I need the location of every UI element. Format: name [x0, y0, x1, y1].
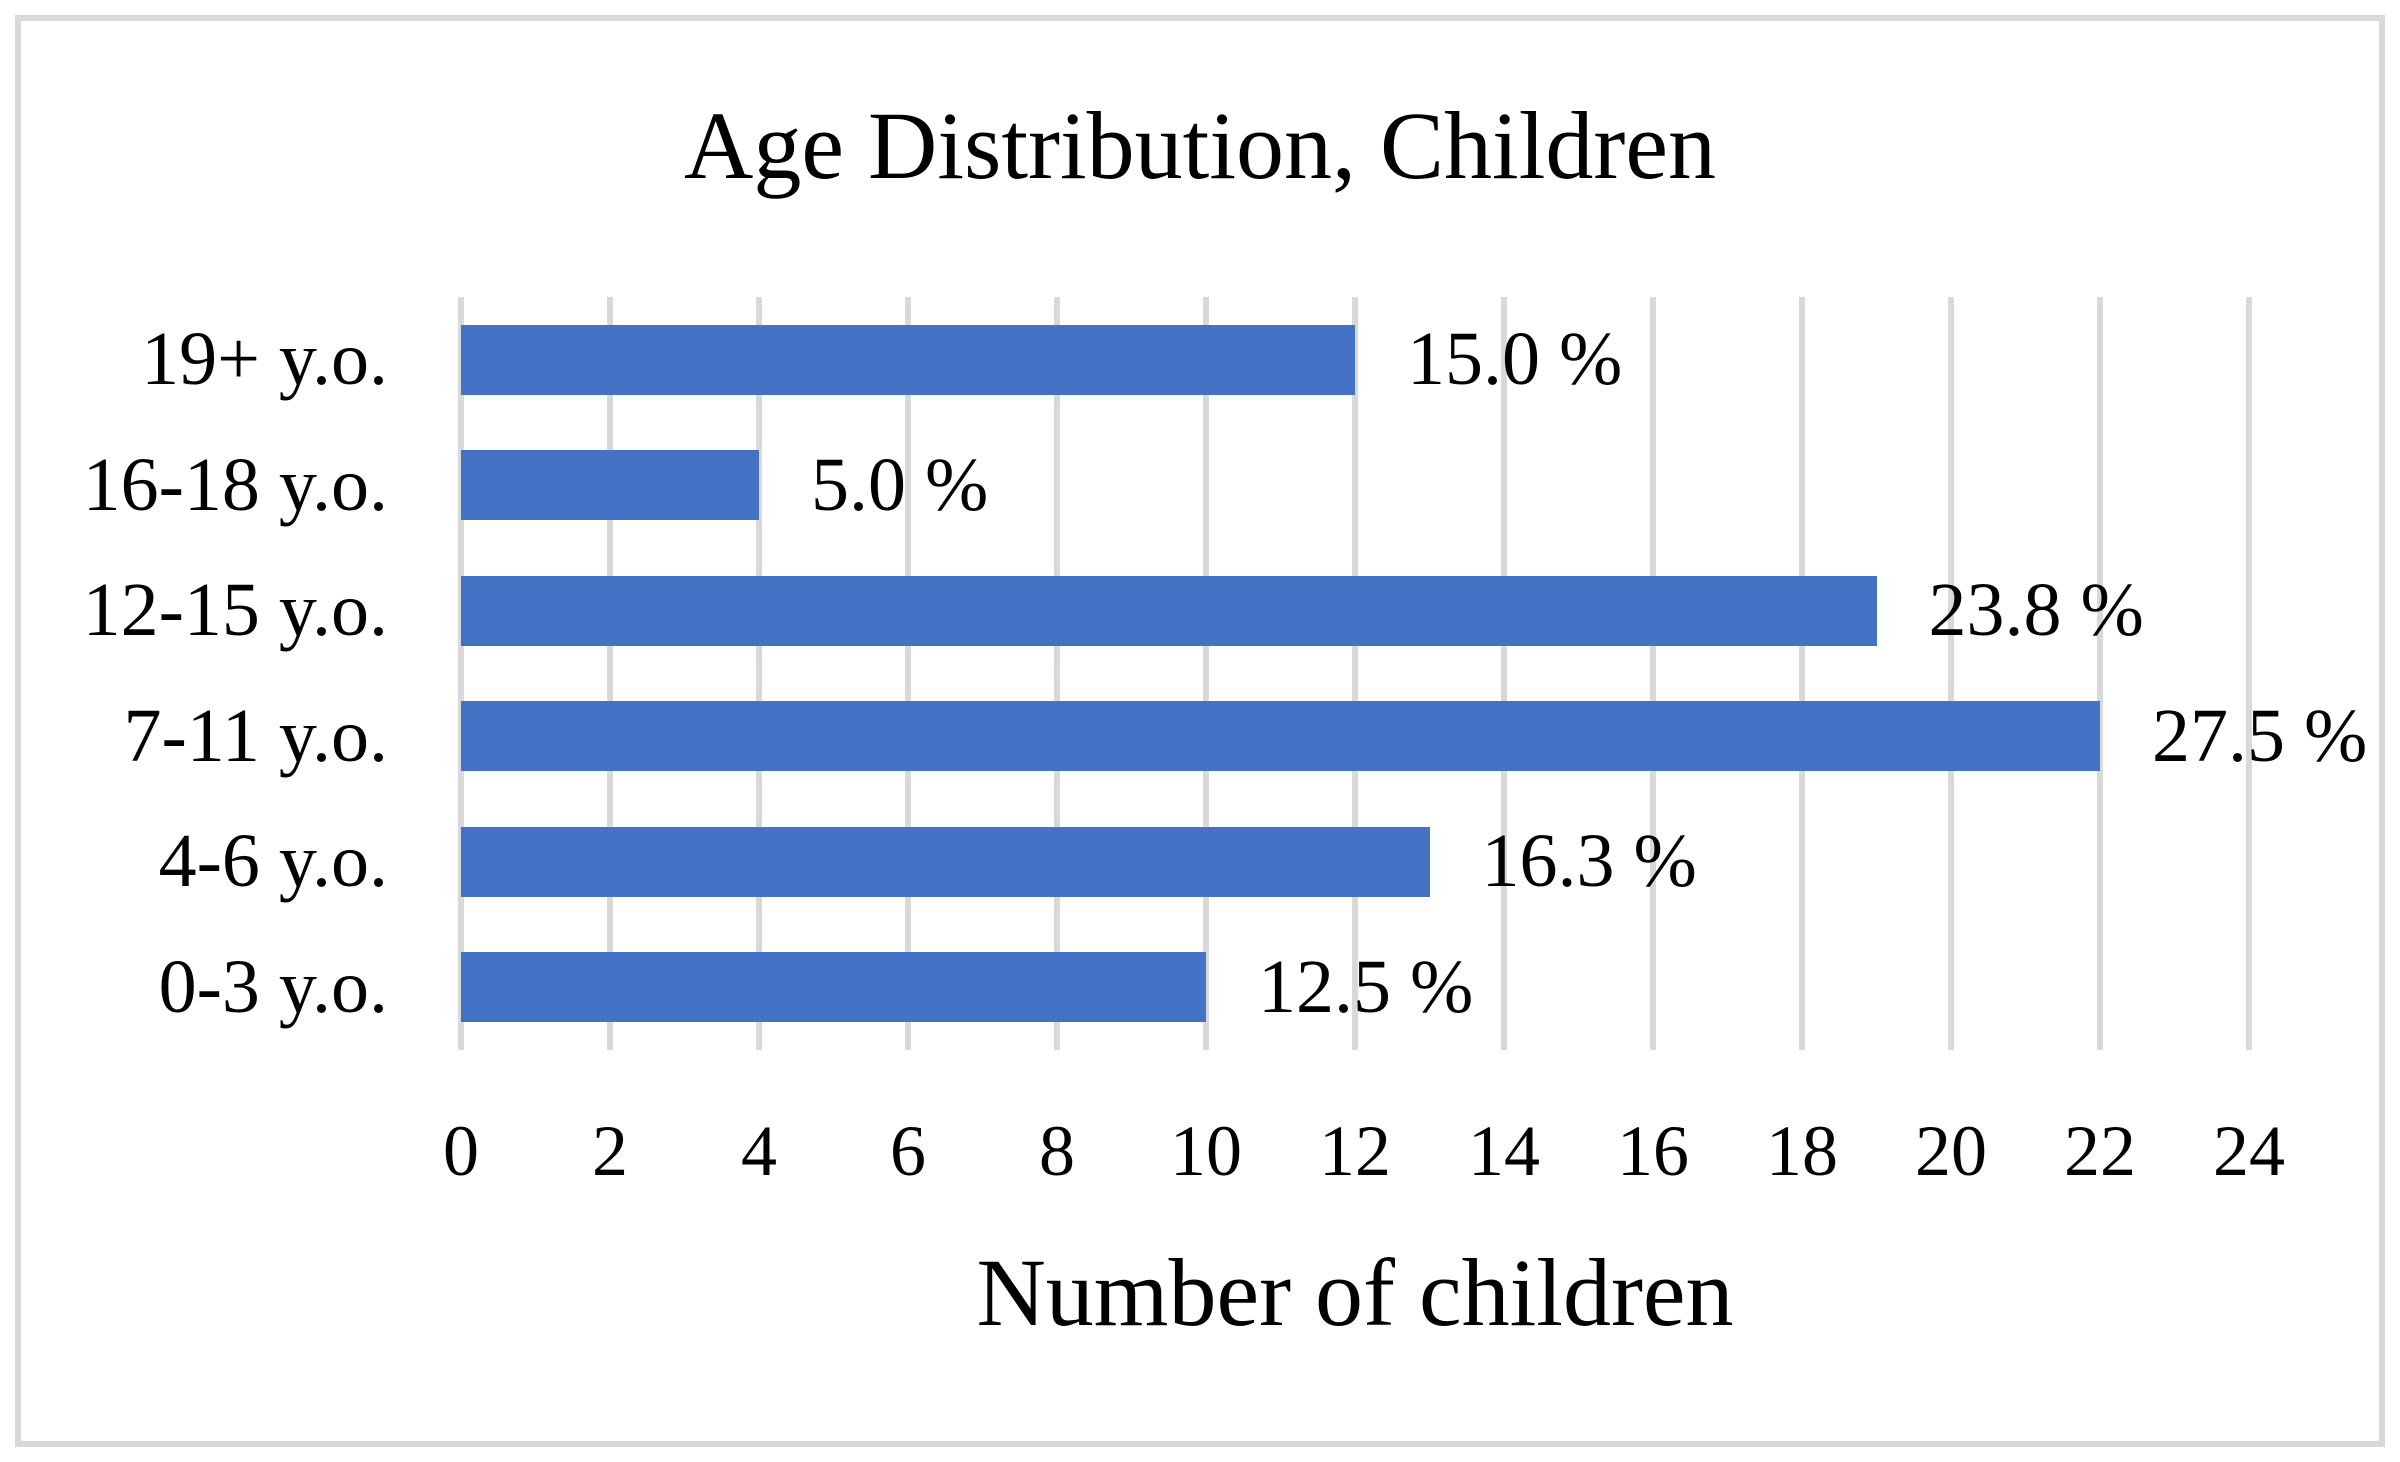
data-label: 5.0 %	[811, 442, 989, 527]
data-label: 15.0 %	[1407, 317, 1623, 402]
chart-frame-border	[15, 15, 2385, 1447]
gridline	[458, 297, 464, 1050]
data-label: 16.3 %	[1481, 819, 1697, 904]
gridline	[1948, 297, 1954, 1050]
gridline	[905, 297, 911, 1050]
tick-label: 22	[2064, 1111, 2136, 1191]
tick-label: 12	[1319, 1111, 1391, 1191]
category-label: 19+ y.o.	[141, 317, 388, 402]
category-label: 12-15 y.o.	[82, 568, 388, 653]
category-label: 7-11 y.o.	[123, 693, 388, 778]
gridline	[2097, 297, 2103, 1050]
bar	[461, 701, 2100, 772]
tick-label: 14	[1468, 1111, 1540, 1191]
gridline	[1799, 297, 1805, 1050]
bar	[461, 826, 1430, 897]
gridline	[1650, 297, 1656, 1050]
tick-label: 2	[592, 1111, 628, 1191]
x-axis-title: Number of children	[976, 1239, 1734, 1346]
tick-label: 24	[2213, 1111, 2285, 1191]
tick-label: 10	[1170, 1111, 1242, 1191]
category-label: 4-6 y.o.	[158, 819, 388, 904]
bar	[461, 952, 1206, 1023]
data-label: 12.5 %	[1258, 944, 1474, 1029]
data-label: 23.8 %	[1928, 568, 2144, 653]
gridline	[1501, 297, 1507, 1050]
gridline	[607, 297, 613, 1050]
bar	[461, 575, 1877, 646]
tick-label: 20	[1915, 1111, 1987, 1191]
bar	[461, 450, 759, 521]
tick-label: 16	[1617, 1111, 1689, 1191]
gridline	[2246, 297, 2252, 1050]
gridline	[1203, 297, 1209, 1050]
chart-title: Age Distribution, Children	[684, 92, 1716, 199]
gridline	[1352, 297, 1358, 1050]
tick-label: 0	[443, 1111, 479, 1191]
gridline	[1054, 297, 1060, 1050]
plot-area: 15.0 % 5.0 % 23.8 % 27.5 % 16.3 % 12.5 %	[458, 297, 2367, 1050]
gridline	[756, 297, 762, 1050]
category-label: 0-3 y.o.	[158, 944, 388, 1029]
tick-label: 6	[890, 1111, 926, 1191]
tick-label: 8	[1039, 1111, 1075, 1191]
bar	[461, 324, 1355, 395]
tick-label: 4	[741, 1111, 777, 1191]
tick-label: 18	[1766, 1111, 1838, 1191]
data-label: 27.5 %	[2152, 693, 2368, 778]
category-label: 16-18 y.o.	[82, 442, 388, 527]
